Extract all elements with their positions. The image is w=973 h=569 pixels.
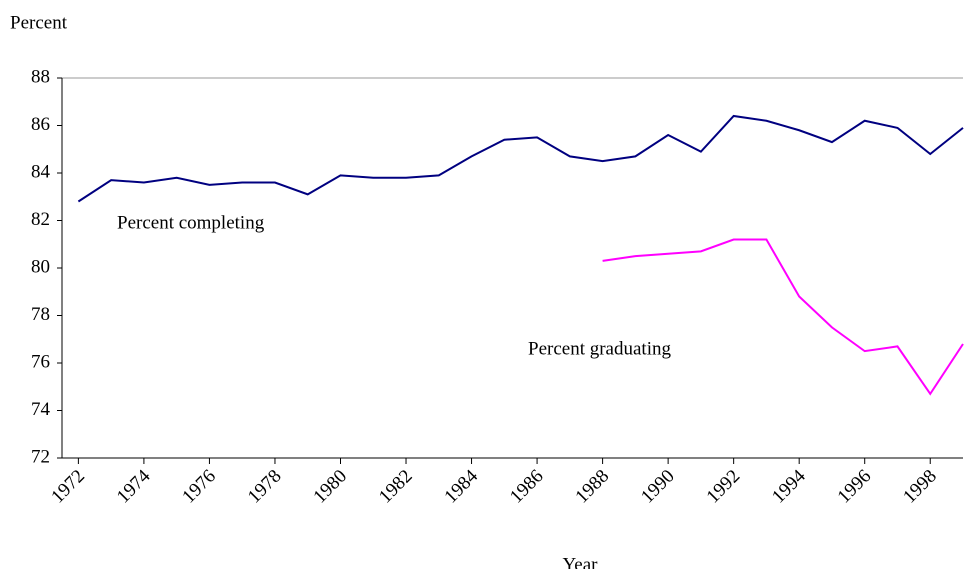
x-tick-label: 1986 [506,466,548,508]
y-axis-title: Percent [10,12,68,33]
x-tick-label: 1982 [375,466,417,508]
x-tick-label: 1988 [571,466,613,508]
y-tick-label: 78 [31,304,50,325]
y-tick-label: 88 [31,66,50,87]
annotation: Percent graduating [528,338,671,359]
series-line [77,114,964,203]
y-tick-label: 76 [31,351,50,372]
x-tick-label: 1976 [178,466,220,508]
y-tick-label: 86 [31,114,50,135]
x-tick-label: 1984 [440,465,482,507]
x-tick-label: 1990 [637,466,679,508]
y-tick-label: 84 [31,161,51,182]
annotation: Percent completing [117,212,265,233]
y-tick-label: 74 [31,399,51,420]
x-tick-label: 1996 [834,466,876,508]
y-tick-label: 72 [31,446,50,467]
series-line [602,238,964,396]
y-tick-label: 82 [31,209,50,230]
x-tick-label: 1998 [899,466,941,508]
x-axis-title: Year [562,554,598,569]
x-tick-label: 1972 [47,466,89,508]
x-tick-label: 1978 [244,466,286,508]
x-tick-label: 1994 [768,465,810,507]
x-tick-label: 1980 [309,466,351,508]
x-tick-label: 1992 [703,466,745,508]
y-tick-label: 80 [31,256,50,277]
x-tick-label: 1974 [113,465,155,507]
